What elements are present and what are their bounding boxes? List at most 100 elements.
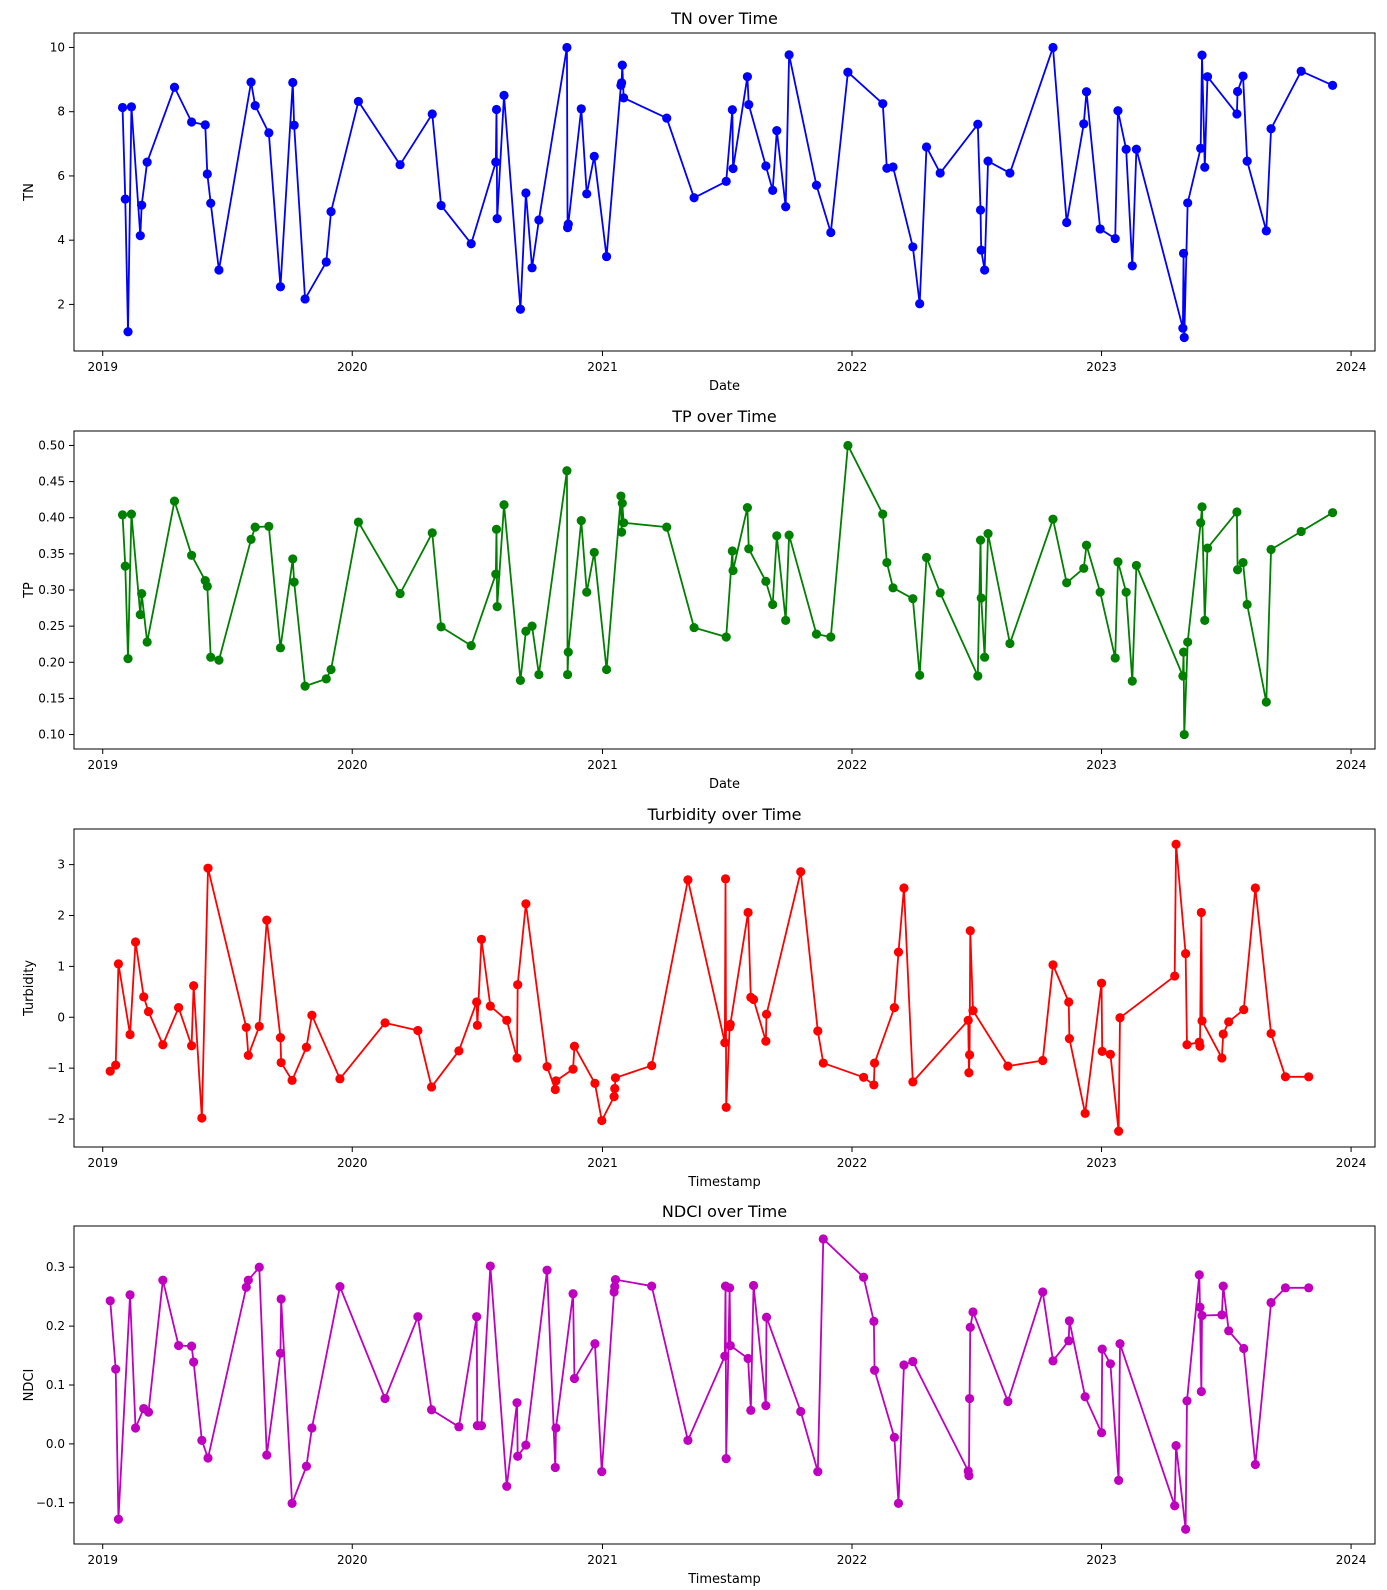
data-point <box>569 1041 580 1051</box>
data-point <box>908 1356 918 1367</box>
x-tick-label: 2021 <box>587 360 618 374</box>
data-point <box>521 899 531 909</box>
data-point <box>1178 248 1189 258</box>
chart-panel: TN over Time 2019 2020 2021 2022 2023 2024 2 4 6 8… <box>22 9 1376 394</box>
data-point <box>1121 144 1131 154</box>
data-point <box>1110 653 1120 663</box>
data-point <box>125 1290 135 1300</box>
data-point <box>619 518 629 528</box>
data-point <box>275 1033 286 1043</box>
data-point <box>143 1007 154 1017</box>
data-point <box>307 1010 317 1020</box>
data-point <box>1304 1283 1314 1293</box>
data-point <box>725 1340 735 1351</box>
data-point <box>254 1262 264 1272</box>
data-point <box>1110 233 1120 244</box>
data-point <box>513 1451 523 1461</box>
data-point <box>975 205 986 215</box>
data-point <box>743 1353 753 1364</box>
data-point <box>125 1029 135 1040</box>
data-point <box>720 874 731 884</box>
axes-frame <box>73 1225 1376 1545</box>
data-point <box>301 1042 312 1052</box>
data-point <box>1179 729 1189 740</box>
x-tick-label: 2023 <box>1086 758 1117 772</box>
data-point <box>647 1060 657 1071</box>
data-point <box>968 1307 978 1317</box>
data-point <box>761 1036 771 1046</box>
data-point <box>1217 1310 1227 1320</box>
data-point <box>976 245 986 255</box>
data-point <box>485 1001 495 1011</box>
x-tick-label: 2024 <box>1336 360 1367 374</box>
data-point <box>551 1423 561 1433</box>
data-point <box>499 90 509 100</box>
data-point <box>189 981 199 991</box>
data-point <box>502 1481 512 1491</box>
data-point <box>761 1009 772 1019</box>
data-point <box>935 588 945 598</box>
data-point <box>1196 907 1206 918</box>
data-point <box>1194 1270 1204 1280</box>
data-point <box>1048 1356 1058 1366</box>
data-point <box>1239 1343 1249 1354</box>
chart-panel: Turbidity over Time 2019 2020 2021 2022 2023 2… <box>22 805 1376 1190</box>
data-point <box>111 1364 121 1374</box>
data-point <box>772 531 782 541</box>
data-point <box>761 161 771 171</box>
data-point <box>781 615 791 625</box>
data-point <box>275 643 286 653</box>
y-tick-label: 0 <box>57 1010 65 1024</box>
y-tick-label: 0.20 <box>38 655 65 669</box>
data-point <box>117 510 128 520</box>
data-point <box>1261 697 1271 707</box>
data-point <box>466 641 476 651</box>
data-point <box>1266 1297 1276 1308</box>
data-point <box>915 670 925 680</box>
data-point <box>243 1275 253 1285</box>
data-point <box>436 622 446 632</box>
data-point <box>262 1450 272 1460</box>
data-point <box>796 867 806 877</box>
data-point <box>527 621 537 631</box>
data-point <box>964 1471 974 1481</box>
data-point <box>662 522 672 532</box>
data-point <box>869 1316 879 1326</box>
x-tick-label: 2021 <box>587 758 618 772</box>
data-point <box>426 1405 437 1415</box>
data-point <box>878 99 888 109</box>
data-point <box>321 257 331 267</box>
data-point <box>206 652 216 662</box>
data-point <box>1304 1072 1314 1082</box>
y-tick-label: 0.10 <box>38 728 65 742</box>
x-axis-label: Date <box>709 379 740 394</box>
data-point <box>550 1462 560 1473</box>
data-point <box>744 100 754 110</box>
data-point <box>662 113 672 123</box>
data-point <box>276 1057 286 1068</box>
data-point <box>307 1423 317 1433</box>
data-point <box>126 102 137 112</box>
data-point <box>326 206 336 217</box>
data-point <box>139 992 149 1002</box>
x-tick-label: 2020 <box>337 360 368 374</box>
data-point <box>126 509 137 519</box>
data-point <box>590 1078 600 1088</box>
data-point <box>1113 557 1123 567</box>
data-point <box>689 622 699 633</box>
data-point <box>1121 587 1131 597</box>
y-axis-label: TN <box>22 183 37 202</box>
data-point <box>1170 1501 1180 1511</box>
data-point <box>515 304 526 314</box>
data-point <box>748 1280 759 1291</box>
data-point <box>617 498 627 508</box>
data-point <box>761 576 771 586</box>
y-tick-label: 8 <box>57 105 65 119</box>
data-point <box>562 466 572 476</box>
data-point <box>135 231 145 241</box>
data-point <box>1081 87 1092 97</box>
data-point <box>784 50 794 60</box>
data-point <box>976 593 986 603</box>
data-point <box>1182 1040 1192 1050</box>
data-point <box>120 561 130 571</box>
